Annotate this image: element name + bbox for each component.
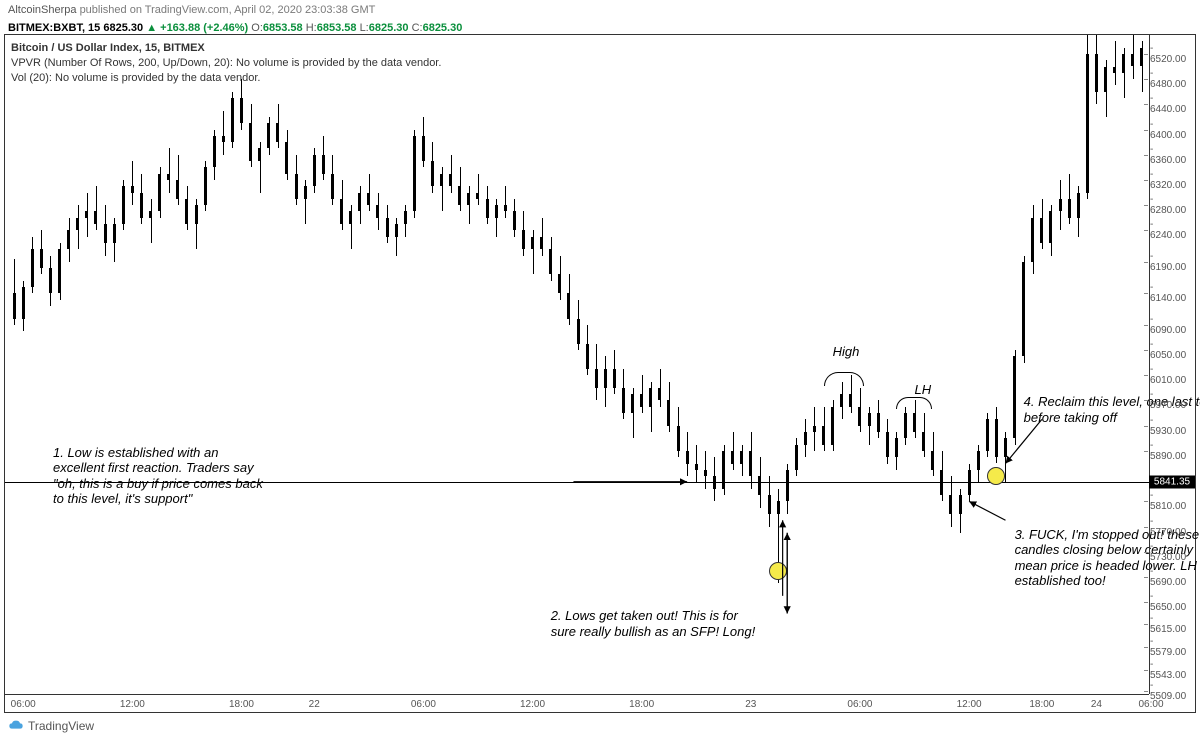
plot-area: HighLH1. Low is established with anexcel… (5, 35, 1149, 694)
x-tick: 24 (1091, 699, 1102, 710)
x-tick: 22 (309, 699, 320, 710)
publish-header: AltcoinSherpa published on TradingView.c… (0, 0, 1200, 20)
author: AltcoinSherpa (8, 4, 77, 16)
y-tick: - 5810.00 (1150, 490, 1192, 512)
y-tick: - 6360.00 (1150, 144, 1192, 166)
x-tick: 06:00 (847, 699, 872, 710)
symbol: BITMEX:BXBT, 15 (8, 22, 100, 34)
y-tick: - 5650.00 (1150, 591, 1192, 613)
y-tick: - 6320.00 (1150, 169, 1192, 191)
x-tick: 06:00 (411, 699, 436, 710)
y-tick: - 5970.00 (1150, 389, 1192, 411)
change: +163.88 (+2.46%) (160, 22, 248, 34)
y-tick: - 5930.00 (1150, 415, 1192, 437)
x-tick: 06:00 (1138, 699, 1163, 710)
y-tick: - 6440.00 (1150, 93, 1192, 115)
x-tick: 18:00 (1029, 699, 1054, 710)
y-tick: - 5579.00 (1150, 636, 1192, 658)
arrow-icon (5, 35, 1151, 691)
cloud-icon (8, 719, 24, 733)
x-tick: 18:00 (229, 699, 254, 710)
x-tick: 12:00 (520, 699, 545, 710)
x-tick: 06:00 (11, 699, 36, 710)
y-axis: - 6520.00 - 6480.00 - 6440.00 - 6400.00 - 63… (1149, 35, 1195, 694)
x-tick: 18:00 (629, 699, 654, 710)
publish-info: published on TradingView.com, April 02, … (80, 4, 376, 16)
y-tick: - 6050.00 (1150, 339, 1192, 361)
y-tick: - 5770.00 (1150, 516, 1192, 538)
x-tick: 12:00 (120, 699, 145, 710)
y-tick: - 6400.00 (1150, 119, 1192, 141)
x-tick: 12:00 (957, 699, 982, 710)
x-axis: 06:00 12:00 18:00 22 06:00 12:00 18:00 23 06:00 1… (5, 694, 1149, 712)
y-tick: - 6480.00 (1150, 68, 1192, 90)
chart-container[interactable]: Bitcoin / US Dollar Index, 15, BITMEX VP… (4, 34, 1196, 713)
y-tick: - 5690.00 (1150, 566, 1192, 588)
y-tick: - 6090.00 (1150, 314, 1192, 336)
y-tick: - 6520.00 (1150, 43, 1192, 65)
y-tick: - 5543.00 (1150, 659, 1192, 681)
y-tick: - 6280.00 (1150, 194, 1192, 216)
y-tick: - 5730.00 (1150, 541, 1192, 563)
x-tick: 23 (745, 699, 756, 710)
y-tick: - 6010.00 (1150, 364, 1192, 386)
y-tick: - 6240.00 (1150, 219, 1192, 241)
y-tick: - 5615.00 (1150, 613, 1192, 635)
tradingview-logo: TradingView (8, 719, 94, 733)
y-tick: - 5890.00 (1150, 440, 1192, 462)
y-tick: - 6140.00 (1150, 282, 1192, 304)
last-price: 6825.30 (103, 22, 143, 34)
price-tag: 5841.35 (1149, 475, 1195, 488)
y-tick: - 6190.00 (1150, 251, 1192, 273)
